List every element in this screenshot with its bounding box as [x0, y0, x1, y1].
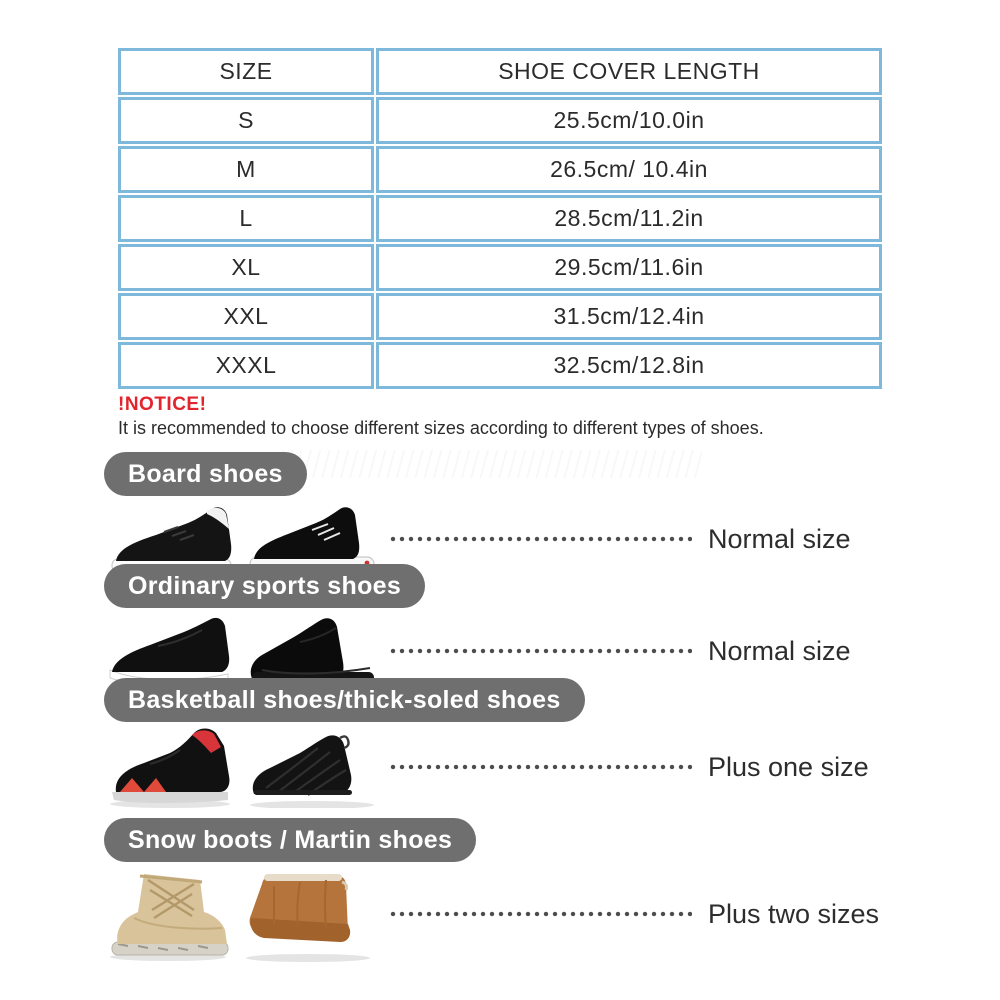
notice-text: It is recommended to choose different si…: [118, 418, 764, 438]
size-cell: XXL: [118, 293, 374, 340]
table-header-row: SIZE SHOE COVER LENGTH: [118, 48, 882, 95]
shoes-row: Plus two sizes: [104, 866, 894, 962]
table-header-size: SIZE: [118, 48, 374, 95]
length-cell: 31.5cm/12.4in: [376, 293, 882, 340]
section-board-shoes: Board shoes Normal size: [104, 452, 894, 578]
size-cell: S: [118, 97, 374, 144]
category-pill: Board shoes: [104, 452, 307, 496]
table-row: L 28.5cm/11.2in: [118, 195, 882, 242]
size-cell: M: [118, 146, 374, 193]
dotted-line: [390, 764, 692, 770]
length-cell: 29.5cm/11.6in: [376, 244, 882, 291]
shoes-row: Plus one size: [104, 726, 894, 808]
dotted-line: [390, 648, 692, 654]
dotted-line: [390, 911, 692, 917]
category-pill: Snow boots / Martin shoes: [104, 818, 477, 862]
basketball-shoes-image: [110, 728, 374, 808]
length-cell: 28.5cm/11.2in: [376, 195, 882, 242]
table-row: XXXL 32.5cm/12.8in: [118, 342, 882, 389]
boots-image: [110, 874, 370, 962]
dotted-line: [390, 536, 692, 542]
category-pill: Ordinary sports shoes: [104, 564, 426, 608]
table-header-length: SHOE COVER LENGTH: [376, 48, 882, 95]
length-cell: 32.5cm/12.8in: [376, 342, 882, 389]
table-row: M 26.5cm/ 10.4in: [118, 146, 882, 193]
size-recommendation: Normal size: [708, 523, 851, 554]
size-recommendation: Plus one size: [708, 751, 869, 782]
table-row: XL 29.5cm/11.6in: [118, 244, 882, 291]
length-cell: 25.5cm/10.0in: [376, 97, 882, 144]
size-recommendation: Plus two sizes: [708, 898, 880, 929]
size-cell: L: [118, 195, 374, 242]
length-cell: 26.5cm/ 10.4in: [376, 146, 882, 193]
size-recommendation: Normal size: [708, 635, 851, 666]
size-table: SIZE SHOE COVER LENGTH S 25.5cm/10.0in M…: [116, 46, 884, 391]
table-row: S 25.5cm/10.0in: [118, 97, 882, 144]
size-cell: XL: [118, 244, 374, 291]
section-basketball-shoes: Basketball shoes/thick-soled shoes Plus …: [104, 678, 894, 808]
category-pill: Basketball shoes/thick-soled shoes: [104, 678, 585, 722]
watermark: [282, 450, 702, 478]
section-boots: Snow boots / Martin shoes Plus tw: [104, 818, 894, 962]
size-cell: XXXL: [118, 342, 374, 389]
section-sports-shoes: Ordinary sports shoes Normal size: [104, 564, 894, 690]
notice-title: !NOTICE!: [118, 394, 207, 415]
table-row: XXL 31.5cm/12.4in: [118, 293, 882, 340]
